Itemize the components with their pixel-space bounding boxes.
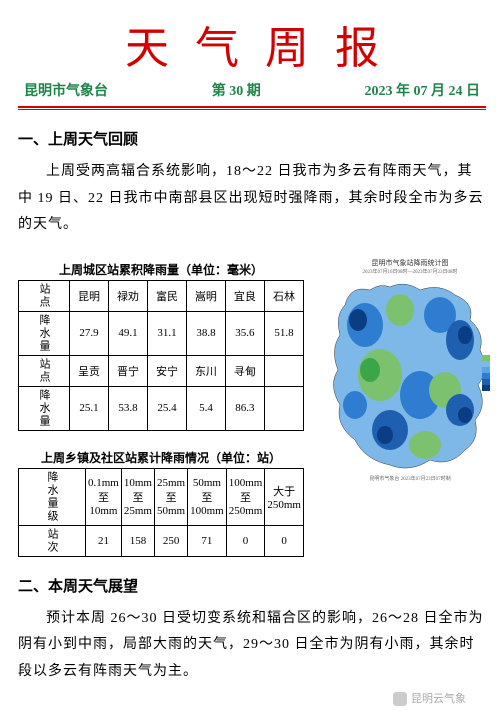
cell: 25.4 [147, 386, 186, 430]
cell-label: 站次 [19, 525, 86, 556]
table2: 降水量级 0.1mm至10mm 10mm至25mm 25mm至50mm 50mm… [18, 468, 304, 557]
tables-column: 上周城区站累积降雨量（单位：毫米） 站点 昆明 禄劝 富民 嵩明 宜良 石林 降… [18, 255, 304, 557]
cell: 27.9 [70, 311, 109, 355]
cell-label: 站点 [19, 280, 70, 311]
cell: 嵩明 [186, 280, 225, 311]
map-legend [482, 355, 490, 391]
cell: 86.3 [225, 386, 264, 430]
main-title: 天气周报 [125, 24, 405, 73]
table1: 站点 昆明 禄劝 富民 嵩明 宜良 石林 降水量 27.9 49.1 31.1 … [18, 280, 304, 431]
table-row: 站点 呈贡 晋宁 安宁 东川 寻甸 [19, 355, 304, 386]
cell: 250 [155, 525, 188, 556]
page-root: 天气周报 昆明市气象台 第 30 期 2023 年 07 月 24 日 一、上周… [0, 0, 504, 718]
table-row: 降水量级 0.1mm至10mm 10mm至25mm 25mm至50mm 50mm… [19, 468, 304, 525]
cell: 50mm至100mm [188, 468, 227, 525]
org-name: 昆明市气象台 [24, 80, 108, 100]
table-row: 站点 昆明 禄劝 富民 嵩明 宜良 石林 [19, 280, 304, 311]
cell: 51.8 [264, 311, 303, 355]
cell: 53.8 [108, 386, 147, 430]
cell: 禄劝 [108, 280, 147, 311]
map-column: 昆明市气象站降雨统计图 2023年07月16日08时—2023年07月23日08… [310, 255, 504, 485]
section2-head: 二、本周天气展望 [18, 575, 486, 596]
watermark-text: 昆明云气象 [411, 693, 466, 705]
divider-line-bottom [18, 109, 486, 110]
cell: 49.1 [108, 311, 147, 355]
cell [264, 355, 303, 386]
wechat-icon [393, 692, 407, 706]
map-subtitle: 2023年07月16日08时—2023年07月23日08时 [362, 268, 457, 275]
divider-line-top [18, 106, 486, 108]
cell: 宜良 [225, 280, 264, 311]
cell-label: 站点 [19, 355, 70, 386]
cell: 31.1 [147, 311, 186, 355]
map-blob [409, 431, 441, 459]
cell: 晋宁 [108, 355, 147, 386]
table-row: 降水量 25.1 53.8 25.4 5.4 86.3 [19, 386, 304, 430]
map-blob [458, 326, 472, 344]
cell: 呈贡 [70, 355, 109, 386]
map-footer: 昆明市气象台 2023年07月23日07时制 [369, 475, 450, 482]
section2-para: 预计本周 26～30 日受切变系统和辐合区的影响，26～28 日全市为阴有小到中… [18, 606, 486, 686]
map-blob [377, 426, 393, 444]
cell: 安宁 [147, 355, 186, 386]
map-blob [458, 407, 472, 423]
cell: 石林 [264, 280, 303, 311]
cell: 5.4 [186, 386, 225, 430]
cell: 0 [226, 525, 265, 556]
map-blob [349, 309, 367, 331]
cell: 东川 [186, 355, 225, 386]
cell: 0 [265, 525, 304, 556]
rainfall-map: 昆明市气象站降雨统计图 2023年07月16日08时—2023年07月23日08… [310, 255, 504, 485]
table2-title: 上周乡镇及社区站累计降雨情况（单位：站） [18, 449, 304, 466]
issue-date: 2023 年 07 月 24 日 [365, 80, 481, 100]
cell-label: 降水量级 [19, 468, 86, 525]
cell: 25.1 [70, 386, 109, 430]
cell: 富民 [147, 280, 186, 311]
cell: 71 [188, 525, 227, 556]
cell: 158 [121, 525, 154, 556]
map-blob [386, 294, 414, 326]
table-row: 站次 21 158 250 71 0 0 [19, 525, 304, 556]
cell: 昆明 [70, 280, 109, 311]
watermark: 昆明云气象 [18, 690, 486, 706]
cell: 25mm至50mm [155, 468, 188, 525]
cell: 0.1mm至10mm [86, 468, 122, 525]
cell: 10mm至25mm [121, 468, 154, 525]
cell-label: 降水量 [19, 311, 70, 355]
table-row: 降水量 27.9 49.1 31.1 38.8 35.6 51.8 [19, 311, 304, 355]
title-zone: 天气周报 [18, 12, 486, 76]
cell: 寻甸 [225, 355, 264, 386]
section1-head: 一、上周天气回顾 [18, 128, 486, 149]
map-blob [343, 391, 367, 419]
cell: 100mm至250mm [226, 468, 265, 525]
cell [264, 386, 303, 430]
cell: 21 [86, 525, 122, 556]
sub-header-row: 昆明市气象台 第 30 期 2023 年 07 月 24 日 [18, 80, 486, 100]
cell: 38.8 [186, 311, 225, 355]
map-title: 昆明市气象站降雨统计图 [371, 258, 448, 267]
tables-map-row: 上周城区站累积降雨量（单位：毫米） 站点 昆明 禄劝 富民 嵩明 宜良 石林 降… [18, 255, 486, 557]
section1-para: 上周受两高辐合系统影响，18～22 日我市为多云有阵雨天气，其中 19 日、22… [18, 159, 486, 239]
issue-number: 第 30 期 [212, 80, 261, 100]
cell: 35.6 [225, 311, 264, 355]
map-blob [360, 358, 380, 382]
cell-label: 降水量 [19, 386, 70, 430]
cell: 大于250mm [265, 468, 304, 525]
table1-title: 上周城区站累积降雨量（单位：毫米） [18, 261, 304, 278]
